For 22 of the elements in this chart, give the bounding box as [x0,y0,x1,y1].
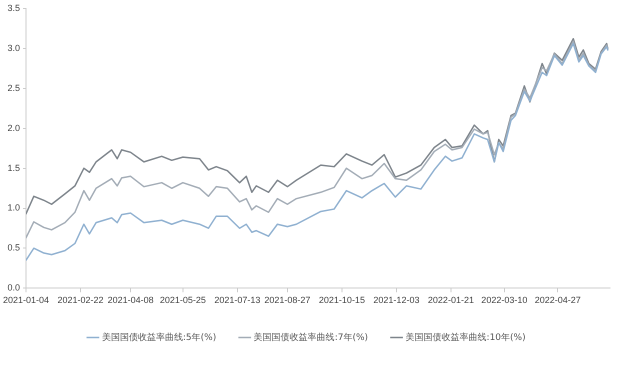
y-tick-label: 1.0 [8,202,20,213]
x-tick-label: 2022-01-21 [428,295,474,306]
x-tick-label: 2022-03-10 [481,295,528,306]
y-tick-label: 0.0 [8,282,20,293]
x-tick-label: 2021-02-22 [58,295,104,306]
x-tick-label: 2021-07-13 [214,295,260,306]
legend-label: 美国国债收益率曲线:10年(%) [406,332,526,343]
x-tick-label: 2021-05-25 [160,295,206,306]
x-tick-label: 2021-12-03 [373,295,420,306]
legend-label: 美国国债收益率曲线:5年(%) [102,332,216,343]
x-tick-label: 2021-10-15 [318,295,365,306]
y-tick-label: 0.5 [8,242,20,253]
y-tick-label: 2.5 [8,82,20,93]
x-tick-label: 2021-04-08 [108,295,154,306]
x-tick-label: 2021-01-04 [2,295,50,306]
legend-label: 美国国债收益率曲线:7年(%) [254,332,368,343]
y-tick-label: 1.5 [8,162,20,173]
x-tick-label: 2022-04-27 [534,295,581,306]
y-tick-label: 3.0 [8,42,20,53]
y-tick-label: 3.5 [8,2,20,13]
y-tick-label: 2.0 [8,122,20,133]
x-tick-label: 2021-08-27 [264,295,310,306]
